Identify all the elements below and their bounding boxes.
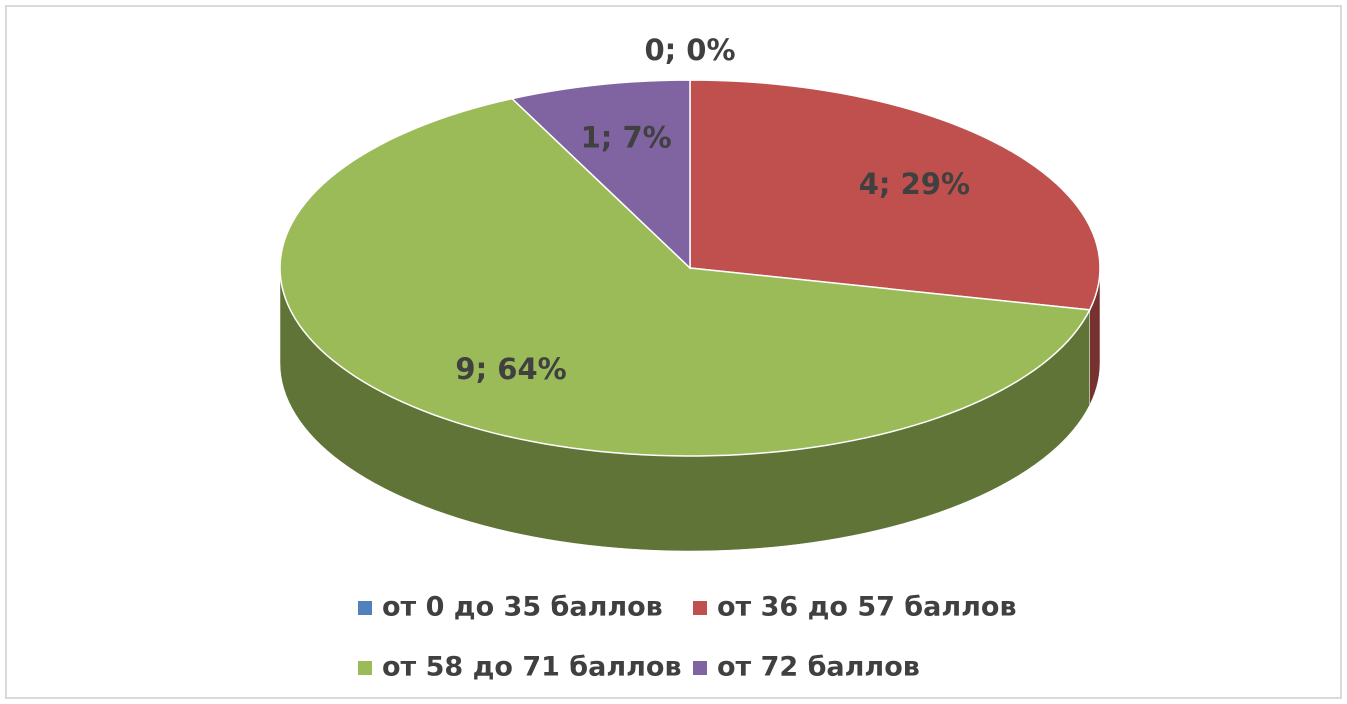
legend-swatch bbox=[358, 661, 372, 675]
pie-slice bbox=[279, 97, 1091, 457]
legend-swatch bbox=[693, 601, 707, 615]
pie-slice bbox=[689, 79, 1101, 311]
data-label: 0; 0% bbox=[644, 33, 735, 67]
legend-label: от 0 до 35 баллов bbox=[382, 592, 663, 623]
legend-swatch bbox=[693, 661, 707, 675]
pie-tops bbox=[279, 79, 1101, 457]
labels: 0; 0% 4; 29% 9; 64% 1; 7% от 0 до 35 баллов о… bbox=[358, 33, 1017, 683]
data-label: 1; 7% bbox=[581, 121, 672, 155]
data-label: 9; 64% bbox=[455, 352, 566, 386]
legend-label: от 36 до 57 баллов bbox=[717, 592, 1017, 623]
legend-label: от 58 до 71 баллов bbox=[382, 652, 682, 683]
legend-label: от 72 баллов bbox=[717, 652, 920, 683]
legend-swatch bbox=[358, 601, 372, 615]
pie-slice bbox=[510, 79, 691, 270]
data-label: 4; 29% bbox=[859, 167, 970, 201]
